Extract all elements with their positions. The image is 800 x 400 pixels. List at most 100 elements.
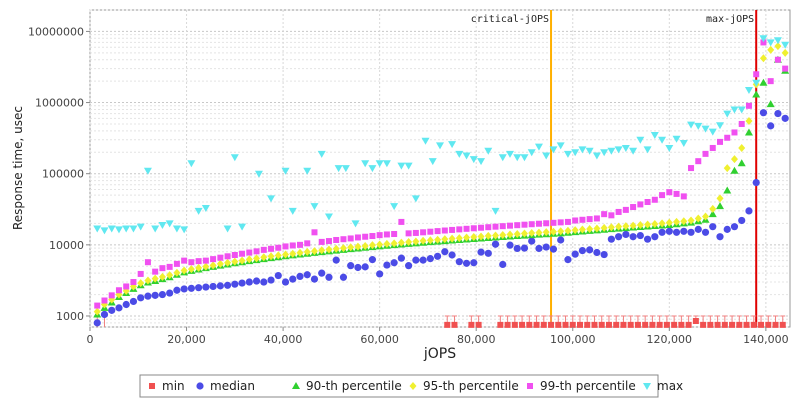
point-95-th-percentile <box>549 227 557 236</box>
point-median <box>252 277 261 285</box>
point-min <box>526 321 533 328</box>
point-95-th-percentile <box>144 276 152 285</box>
point-99-th-percentile <box>564 218 571 225</box>
point-median <box>455 258 463 266</box>
legend-swatch-max <box>643 383 651 390</box>
point-min <box>451 321 458 328</box>
point-99-th-percentile <box>572 217 579 224</box>
point-max <box>484 147 493 155</box>
point-median <box>767 122 775 130</box>
point-median <box>115 304 123 312</box>
point-min <box>671 321 678 328</box>
point-95-th-percentile <box>245 255 253 264</box>
legend-swatch-90-th-percentile <box>292 382 300 389</box>
point-max <box>151 225 160 233</box>
point-max <box>351 220 360 228</box>
point-min <box>605 321 612 328</box>
plot-area <box>89 9 791 328</box>
point-min <box>591 321 598 328</box>
point-min <box>504 321 511 328</box>
point-95-th-percentile <box>318 246 326 255</box>
data-points <box>93 35 790 328</box>
point-95-th-percentile <box>651 220 659 229</box>
point-median <box>223 281 232 289</box>
point-median <box>426 255 434 263</box>
point-max <box>563 150 572 158</box>
x-tick-label: 60,000 <box>360 333 399 346</box>
point-max <box>556 142 565 150</box>
point-max <box>324 213 333 221</box>
point-99-th-percentile <box>492 223 499 230</box>
point-min <box>692 318 699 325</box>
point-95-th-percentile <box>578 225 586 234</box>
legend-label-99-th-percentile: 99-th percentile <box>540 379 636 393</box>
point-median <box>774 109 782 118</box>
point-median <box>216 282 224 290</box>
point-99-th-percentile <box>195 258 202 265</box>
point-median <box>506 241 514 249</box>
point-99-th-percentile <box>202 257 209 264</box>
point-max <box>107 225 116 233</box>
point-min <box>707 321 714 328</box>
point-median <box>361 263 369 271</box>
point-max <box>614 146 623 154</box>
point-median <box>586 246 594 254</box>
point-median <box>578 246 587 255</box>
point-min <box>533 321 540 328</box>
point-median <box>723 225 731 233</box>
point-median <box>267 276 275 284</box>
point-max <box>165 220 174 228</box>
point-median <box>499 260 507 269</box>
point-median <box>491 240 500 248</box>
point-min <box>772 321 779 328</box>
point-max <box>180 226 189 234</box>
point-max <box>592 152 601 160</box>
point-95-th-percentile <box>419 236 427 245</box>
point-95-th-percentile <box>339 244 347 253</box>
x-axis-ticks: 0 20,000 40,000 60,000 80,000 100,000 120,000 1… <box>87 327 789 346</box>
point-max <box>230 154 239 162</box>
point-median <box>347 262 355 270</box>
point-min <box>598 321 605 328</box>
legend: min median 90-th percentile 95-th percentil… <box>139 374 683 398</box>
point-median <box>274 271 282 280</box>
point-min <box>627 321 634 328</box>
point-99-th-percentile <box>427 228 434 235</box>
point-median <box>730 223 739 231</box>
point-99-th-percentile <box>753 71 760 78</box>
point-95-th-percentile <box>231 257 239 266</box>
point-95-th-percentile <box>564 226 572 235</box>
point-95-th-percentile <box>513 230 521 239</box>
point-99-th-percentile <box>405 230 412 237</box>
point-max <box>534 143 543 151</box>
point-min <box>663 321 670 328</box>
point-median <box>448 251 456 259</box>
point-95-th-percentile <box>484 231 492 240</box>
point-99-th-percentile <box>246 249 253 256</box>
point-99-th-percentile <box>325 238 332 245</box>
point-99-th-percentile <box>173 260 180 267</box>
point-min <box>577 321 583 328</box>
point-99-th-percentile <box>268 245 275 252</box>
point-95-th-percentile <box>709 204 717 213</box>
point-95-th-percentile <box>390 239 398 248</box>
series-max <box>93 35 790 235</box>
point-min <box>743 321 750 328</box>
series-median <box>93 109 789 327</box>
point-median <box>701 228 710 236</box>
point-min <box>569 321 576 328</box>
point-99-th-percentile <box>231 251 238 258</box>
point-99-th-percentile <box>760 39 767 46</box>
point-99-th-percentile <box>94 302 101 309</box>
point-median <box>752 178 760 187</box>
point-median <box>100 310 109 319</box>
point-90-th-percentile <box>716 202 724 210</box>
point-99-th-percentile <box>398 218 405 225</box>
point-95-th-percentile <box>673 217 681 226</box>
point-median <box>158 290 167 299</box>
point-99-th-percentile <box>369 233 376 240</box>
marker-label-max-jOPS: max-jOPS <box>706 14 754 25</box>
point-median <box>549 245 558 253</box>
point-max <box>158 222 167 230</box>
